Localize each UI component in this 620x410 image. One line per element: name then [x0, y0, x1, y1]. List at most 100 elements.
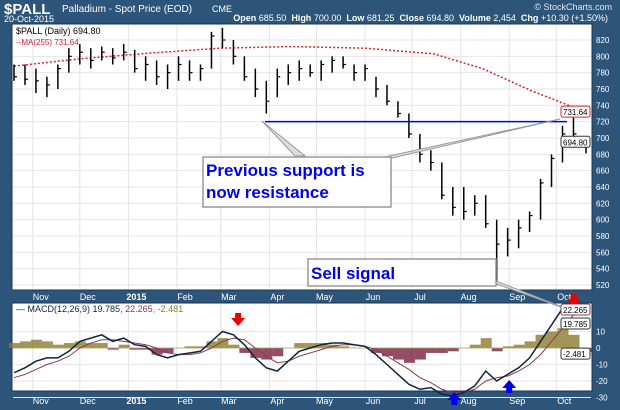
macd-histogram-bar — [557, 328, 569, 348]
x-tick-label: Jun — [366, 292, 381, 302]
macd-histogram-bar — [546, 331, 558, 348]
x-tick-label: Mar — [221, 396, 237, 406]
macd-histogram-bar — [195, 346, 207, 348]
y-tick-label: 740 — [596, 101, 610, 110]
x-tick-label: Mar — [221, 292, 237, 302]
x-tick-label: Jun — [366, 396, 381, 406]
sell-arrow-icon — [566, 294, 581, 307]
x-tick-label: Oct — [557, 292, 572, 302]
macd-line — [13, 300, 587, 397]
macd-y-tick-label: 0 — [596, 344, 601, 353]
open-value: 685.50 — [258, 13, 287, 23]
macd-histogram-bar — [41, 341, 53, 348]
macd-histogram-bar — [436, 348, 448, 353]
callout-box — [202, 156, 392, 208]
y-tick-label: 800 — [596, 52, 610, 61]
x-tick-label: Nov — [33, 396, 50, 406]
macd-histogram-bar — [107, 348, 119, 350]
macd-y-tick-label: 10 — [596, 328, 605, 337]
x-tick-label: Aug — [461, 396, 477, 406]
macd-histogram-bar — [568, 334, 580, 348]
macd-histogram-bar — [513, 344, 525, 348]
macd-histogram-bar — [469, 344, 481, 348]
y-tick-label: 640 — [596, 183, 610, 192]
ma-value-label-box — [560, 105, 591, 118]
y-tick-label: 820 — [596, 36, 610, 45]
high-value: 700.00 — [313, 13, 342, 23]
hist-value-label-box — [560, 347, 591, 360]
signal-value-label: 22.265 — [563, 306, 588, 315]
y-tick-label: 760 — [596, 85, 610, 94]
x-tick-label: Feb — [177, 396, 193, 406]
macd-histogram-bar — [414, 348, 426, 360]
macd-histogram-bar — [305, 343, 317, 348]
x-tick-label: 2015 — [126, 396, 146, 406]
macd-histogram-bar — [239, 348, 251, 353]
x-tick-label: Nov — [33, 292, 50, 302]
x-tick-label: Apr — [270, 292, 284, 302]
callout-box — [307, 258, 497, 287]
high-label: High — [291, 13, 312, 23]
y-tick-label: 520 — [596, 281, 610, 290]
ma-legend: --MA(255) 731.64 — [16, 38, 79, 47]
buy-arrow-icon — [502, 380, 517, 393]
macd-histogram-bar — [63, 343, 75, 348]
macd-histogram-bar — [9, 343, 20, 348]
macd-legend: — MACD(12,26,9) 19.785, 22.265, -2.481 — [16, 304, 183, 314]
x-tick-label: Dec — [80, 292, 97, 302]
y-tick-label: 540 — [596, 265, 610, 274]
macd-histogram-bar — [491, 348, 503, 352]
macd-histogram-bar — [272, 348, 284, 357]
low-value: 681.25 — [366, 13, 395, 23]
annotation-support: Previous support is now resistance — [206, 161, 365, 202]
volume-value: 2,454 — [493, 13, 516, 23]
macd-histogram-bar — [162, 348, 174, 353]
macd-histogram-bar — [206, 341, 218, 348]
macd-histogram-bar — [184, 346, 196, 348]
ma-legend-text: MA(255) 731.64 — [21, 38, 79, 47]
x-tick-label: May — [316, 292, 334, 302]
macd-y-tick-label: -10 — [596, 361, 608, 370]
y-tick-label: 700 — [596, 134, 610, 143]
macd-histogram-bar — [447, 348, 459, 352]
annotation-sell-signal: Sell signal — [311, 264, 395, 283]
last-price-label: 694.80 — [563, 138, 588, 147]
callout-pointer — [261, 120, 307, 157]
macd-histogram-bar — [140, 348, 152, 350]
exchange: CME — [212, 4, 232, 14]
signal-legend-text: 22.265 — [125, 304, 153, 314]
ma-line — [13, 45, 587, 113]
macd-histogram-bar — [316, 343, 328, 348]
macd-histogram-bar — [261, 348, 273, 360]
macd-histogram-bar — [250, 348, 262, 358]
signal-value-label-box — [560, 303, 591, 316]
buy-arrow-icon — [447, 392, 462, 405]
y-tick-label: 560 — [596, 248, 610, 257]
sell-arrow-icon — [231, 313, 246, 326]
macd-histogram-bar — [524, 341, 536, 348]
symbol: $PALL — [4, 1, 51, 18]
macd-histogram-bar — [30, 339, 42, 348]
x-tick-label: Oct — [557, 396, 572, 406]
hist-legend-text: -2.481 — [158, 304, 184, 314]
ma-value-label: 731.64 — [563, 108, 588, 117]
y-tick-label: 660 — [596, 167, 610, 176]
brand-logo: © StockCharts.com — [534, 2, 612, 12]
macd-histogram-bar — [217, 338, 229, 348]
x-tick-label: May — [316, 396, 334, 406]
chart-date: 20-Oct-2015 — [4, 14, 55, 24]
macd-histogram-bar — [151, 348, 163, 355]
y-tick-label: 780 — [596, 69, 610, 78]
x-tick-label: Aug — [461, 292, 477, 302]
macd-histogram-bar — [118, 344, 130, 348]
x-tick-label: Jul — [414, 396, 426, 406]
macd-histogram-bar — [85, 343, 97, 348]
x-tick-label: Dec — [80, 396, 97, 406]
y-tick-label: 600 — [596, 216, 610, 225]
macd-histogram-bar — [381, 348, 393, 357]
macd-histogram-bar — [502, 346, 514, 348]
macd-histogram-bar — [403, 348, 415, 363]
quote-summary: Open 685.50 High 700.00 Low 681.25 Close… — [233, 13, 608, 23]
